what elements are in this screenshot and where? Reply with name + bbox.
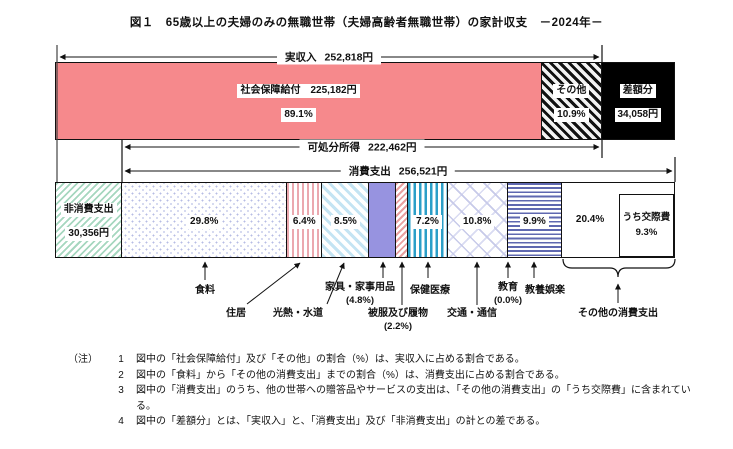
- label-recreation: 教養娯楽: [525, 284, 565, 297]
- notes-prefix: （注）: [68, 352, 96, 430]
- segment-consumption-2: 8.5%: [321, 183, 368, 257]
- disposable-income-label: 可処分所得: [308, 142, 361, 154]
- note-item-4: 4 図中の「差額分」とは、「実収入」と、「消費支出」及び「非消費支出」の計との差…: [116, 414, 698, 430]
- segment-deficit: 差額分 34,058円: [601, 63, 674, 139]
- income-label: 実収入: [285, 52, 317, 64]
- segment-consumption-8: 9.9%: [507, 183, 562, 257]
- bar-value-label: 20.4%: [573, 213, 607, 227]
- bar-value-label: 6.4%: [290, 215, 319, 229]
- bar-value-label: 社会保障給付 225,182円: [237, 84, 359, 98]
- income-amount: 252,818円: [325, 52, 373, 64]
- disposable-income-arrow-label: 可処分所得 222,462円: [300, 140, 425, 155]
- figure-title: 図１ 65歳以上の夫婦のみの無職世帯（夫婦高齢者無職世帯）の家計収支 －2024…: [0, 14, 733, 30]
- income-arrow-label: 実収入 252,818円: [277, 50, 381, 65]
- bar-value-label: 10.8%: [460, 215, 494, 229]
- segment-consumption-3: [368, 183, 395, 257]
- segment-consumption-9: 20.4% うち交際費9.3%: [561, 183, 674, 257]
- label-medical: 保健医療: [410, 284, 450, 297]
- label-clothing: 被服及び履物 (2.2%): [368, 307, 428, 333]
- segment-consumption-5: 7.2%: [407, 183, 447, 257]
- bar-value-label: 非消費支出: [61, 203, 117, 217]
- label-transport: 交通・通信: [447, 307, 497, 320]
- bar-value-label: 8.5%: [331, 215, 360, 229]
- segment-social-security: 社会保障給付 225,182円 89.1%: [56, 63, 541, 139]
- segment-consumption-4: [395, 183, 407, 257]
- label-housing: 住居: [226, 307, 246, 320]
- note-item-3: 3 図中の「消費支出」のうち、他の世帯への贈答品やサービスの支出は、「その他の消…: [116, 383, 698, 414]
- segment-consumption-1: 6.4%: [286, 183, 321, 257]
- consumption-arrow-label: 消費支出 256,521円: [341, 164, 455, 179]
- label-food: 食料: [195, 284, 215, 297]
- segment-consumption-0: 29.8%: [121, 183, 286, 257]
- income-bar: 社会保障給付 225,182円 89.1% その他 10.9% 差額分 34,058円: [55, 62, 675, 140]
- bar-value-label: 差額分: [620, 84, 656, 98]
- bar-value-label: 29.8%: [187, 215, 221, 229]
- bar-value-label: 89.1%: [281, 108, 315, 122]
- disposable-income-amount: 222,462円: [368, 142, 416, 154]
- segment-non-consumption: 非消費支出 30,356円: [56, 183, 121, 257]
- bar-value-label: 10.9%: [554, 108, 588, 122]
- note-item-1: 1 図中の「社会保障給付」及び「その他」の割合（%）は、実収入に占める割合である…: [116, 352, 698, 368]
- label-utilities: 光熱・水道: [273, 307, 323, 320]
- notes-list: 1 図中の「社会保障給付」及び「その他」の割合（%）は、実収入に占める割合である…: [116, 352, 698, 430]
- bar-value-label: その他: [553, 84, 589, 98]
- segment-income-other: その他 10.9%: [541, 63, 601, 139]
- label-other-consumption: その他の消費支出: [578, 307, 658, 320]
- notes: （注） 1 図中の「社会保障給付」及び「その他」の割合（%）は、実収入に占める割…: [68, 352, 698, 430]
- household-budget-figure: 図１ 65歳以上の夫婦のみの無職世帯（夫婦高齢者無職世帯）の家計収支 －2024…: [0, 0, 733, 449]
- bar-value-label: 30,356円: [65, 227, 112, 241]
- bar-value-label: 34,058円: [615, 108, 662, 122]
- consumption-label: 消費支出: [349, 166, 391, 178]
- consumption-amount: 256,521円: [399, 166, 447, 178]
- note-item-2: 2 図中の「食料」から「その他の消費支出」までの割合（%）は、消費支出に占める割…: [116, 368, 698, 384]
- bar-value-label: 9.9%: [520, 215, 549, 229]
- label-furniture: 家具・家事用品 (4.8%): [325, 281, 395, 307]
- kosaihi-box: うち交際費9.3%: [619, 194, 674, 257]
- expenditure-bar: 非消費支出 30,356円 29.8% 6.4% 8.5% 7.2% 10.8% 9.9% 20…: [55, 182, 675, 258]
- segment-consumption-6: 10.8%: [447, 183, 507, 257]
- bar-value-label: 7.2%: [413, 215, 442, 229]
- label-education: 教育 (0.0%): [494, 281, 522, 307]
